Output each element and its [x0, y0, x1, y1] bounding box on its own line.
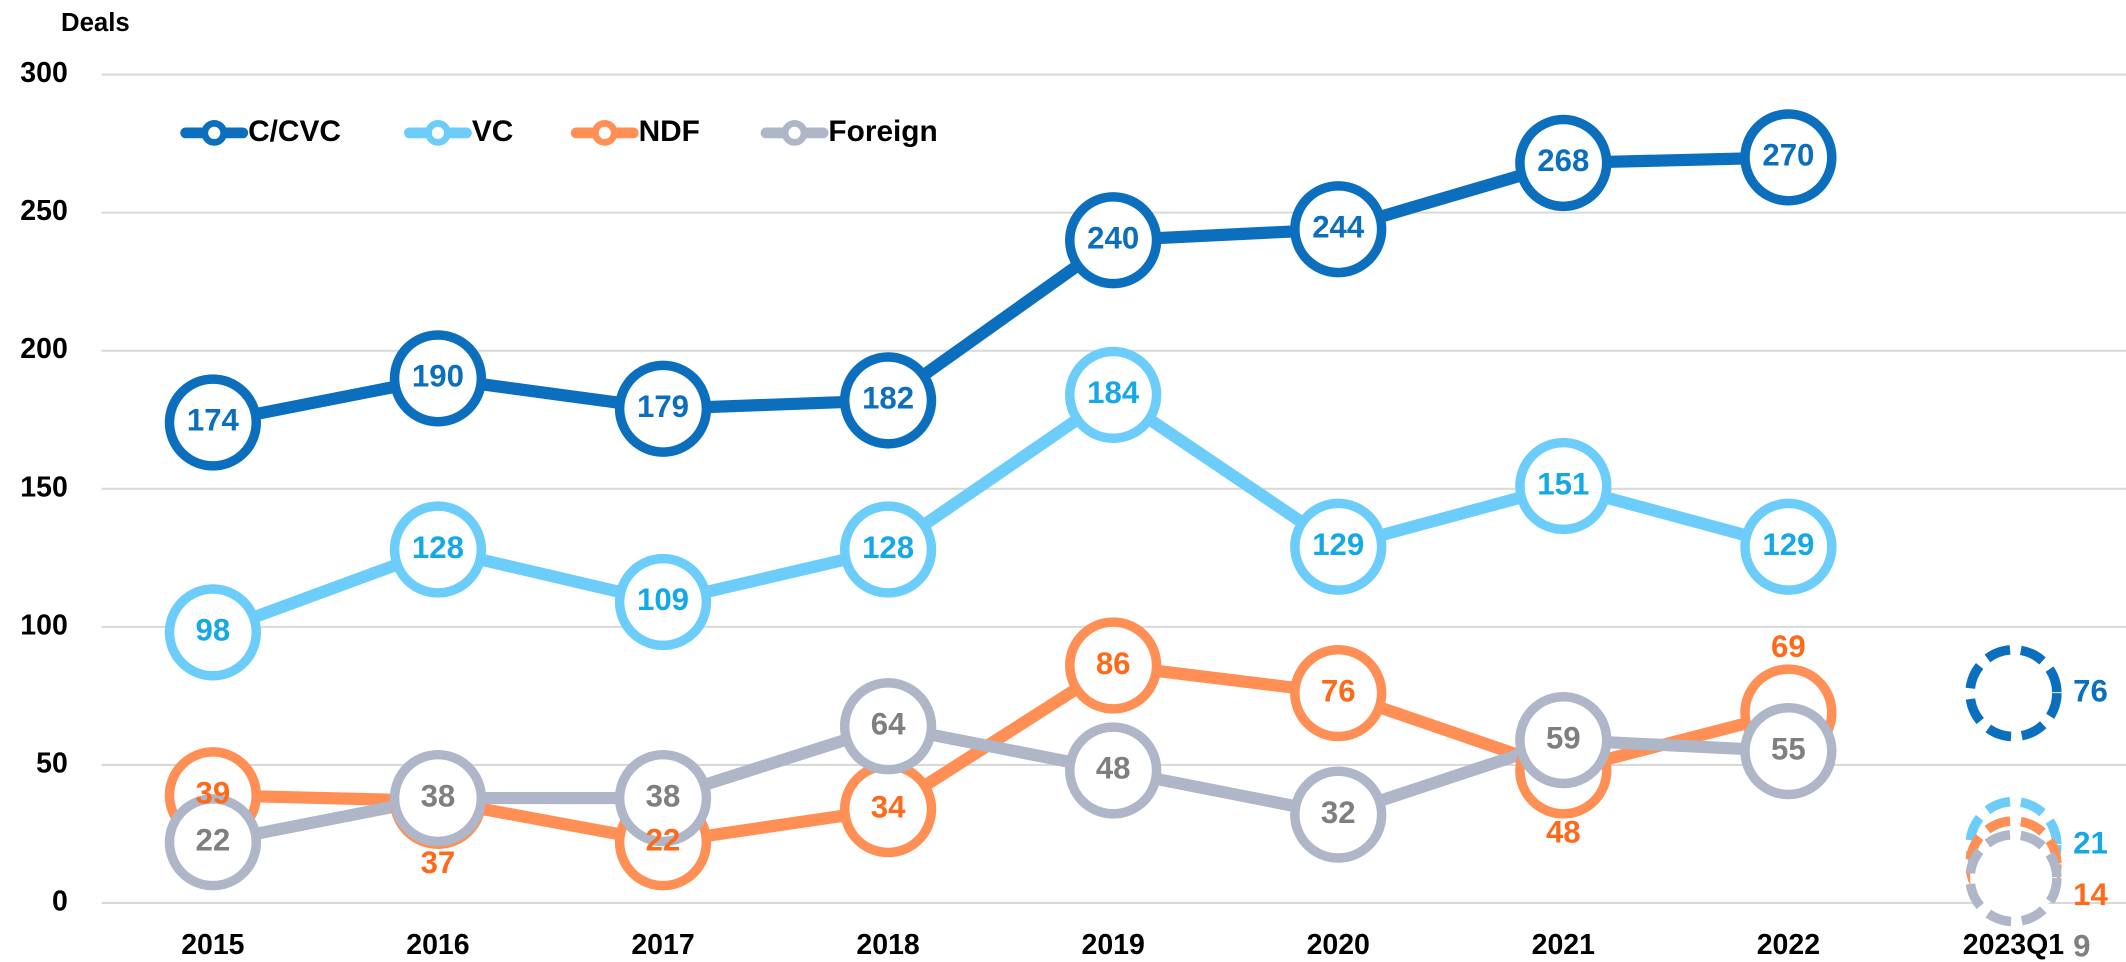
marker [164, 794, 262, 891]
marker [839, 678, 937, 775]
y-tick-label: 300 [20, 57, 68, 89]
y-axis-label: Deals [61, 9, 130, 37]
data-label: 128 [862, 530, 914, 565]
x-tick-label: 2022 [1757, 929, 1820, 961]
y-tick-label: 250 [20, 195, 68, 227]
marker [1740, 109, 1837, 206]
data-label: 128 [412, 530, 464, 565]
x-tick-label: 2015 [181, 929, 244, 961]
x-tick-label: 2019 [1081, 929, 1144, 961]
data-label: 190 [412, 359, 464, 394]
data-label: 32 [1321, 795, 1356, 830]
data-label: 9 [2073, 928, 2090, 962]
marker [614, 749, 712, 847]
data-label: 174 [187, 403, 240, 438]
data-label: 184 [1087, 375, 1140, 410]
legend-marker [781, 120, 808, 146]
data-label: 37 [421, 845, 456, 880]
data-label: 14 [2073, 877, 2108, 912]
marker [1740, 703, 1837, 800]
marker [1515, 114, 1612, 212]
data-label: 109 [637, 582, 689, 617]
marker [389, 749, 487, 847]
data-label: 98 [196, 613, 231, 648]
data-label: 182 [862, 381, 914, 416]
marker [1065, 722, 1162, 819]
x-tick-label: 2023Q1 [1963, 929, 2064, 961]
marker [164, 374, 262, 471]
data-label: 151 [1537, 466, 1589, 501]
y-tick-label: 150 [20, 471, 68, 503]
y-tick-label: 100 [20, 609, 68, 641]
marker [1290, 181, 1387, 278]
legend-label: VC [472, 115, 513, 148]
marker [164, 584, 262, 681]
data-label: 270 [1762, 138, 1814, 173]
marker [1965, 645, 2062, 742]
marker [839, 501, 937, 598]
data-label: 69 [1771, 629, 1806, 664]
x-tick-label: 2020 [1307, 929, 1370, 961]
marker [1740, 498, 1837, 595]
legend-label: C/CVC [248, 115, 341, 148]
legend-marker [425, 120, 451, 146]
legend-marker [201, 120, 228, 146]
data-label: 22 [196, 822, 231, 857]
y-tick-label: 0 [52, 886, 68, 918]
data-label: 240 [1087, 221, 1139, 256]
data-label: 129 [1312, 527, 1364, 562]
marker [1290, 645, 1387, 742]
marker [1290, 498, 1387, 595]
marker [389, 330, 487, 427]
data-label: 268 [1537, 143, 1589, 178]
marker [1515, 691, 1612, 789]
data-label: 59 [1546, 720, 1581, 755]
data-label: 38 [646, 778, 681, 813]
data-label: 38 [421, 778, 456, 813]
data-label: 76 [2073, 673, 2108, 708]
data-label: 48 [1546, 814, 1581, 849]
legend-label: Foreign [828, 115, 937, 148]
marker [389, 501, 487, 598]
x-tick-label: 2018 [856, 929, 919, 961]
marker [1965, 830, 2062, 927]
data-label: 129 [1762, 527, 1814, 562]
data-label: 179 [637, 389, 689, 424]
data-label: 48 [1096, 751, 1131, 786]
x-tick-label: 2017 [631, 929, 694, 961]
marker [614, 553, 712, 651]
data-label: 39 [196, 776, 231, 811]
marker [1290, 766, 1387, 863]
x-tick-label: 2016 [406, 929, 469, 961]
data-label: 86 [1096, 646, 1131, 681]
y-tick-label: 50 [36, 747, 68, 779]
data-label: 244 [1312, 209, 1365, 244]
marker [1065, 192, 1162, 289]
marker [1065, 346, 1162, 444]
data-label: 34 [871, 789, 906, 824]
x-tick-label: 2021 [1532, 929, 1595, 961]
legend-marker [591, 120, 618, 146]
data-label: 21 [2073, 825, 2108, 860]
y-tick-label: 200 [20, 333, 68, 365]
data-label: 22 [646, 822, 681, 857]
marker [1515, 437, 1612, 535]
legend-label: NDF [639, 115, 700, 148]
marker [839, 352, 937, 449]
data-label: 76 [1321, 673, 1356, 708]
data-label: 64 [871, 707, 906, 742]
marker [614, 360, 712, 457]
data-label: 55 [1771, 731, 1806, 766]
marker [1065, 617, 1162, 714]
